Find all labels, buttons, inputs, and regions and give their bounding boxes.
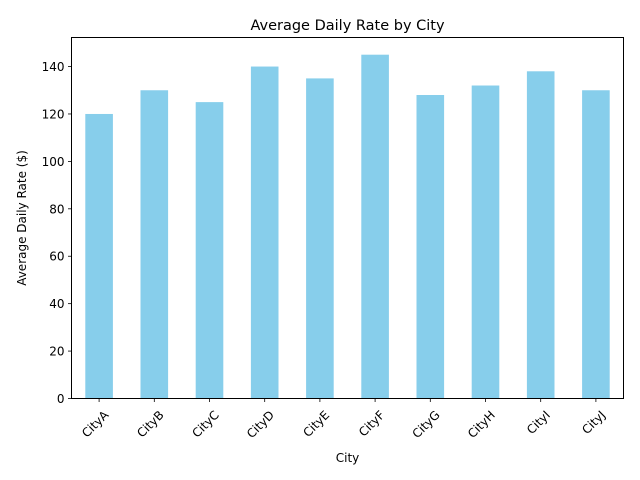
x-tick-label: CityH xyxy=(465,408,498,441)
x-tick-label: CityD xyxy=(244,408,277,441)
y-tick-label: 100 xyxy=(42,155,65,169)
x-tick-label: CityE xyxy=(300,408,332,440)
plot-area: CityA CityB CityC CityD CityE CityF CityG CityH… xyxy=(42,54,610,441)
x-tick-label: CityA xyxy=(79,407,112,440)
bar-CityJ xyxy=(582,90,610,399)
y-tick-label: 40 xyxy=(49,297,64,311)
bar-CityB xyxy=(140,90,169,399)
bar-CityD xyxy=(250,66,279,399)
bar-CityF xyxy=(361,54,389,399)
plot-frame xyxy=(71,37,624,399)
bar-CityI xyxy=(526,71,555,399)
y-tick-label: 0 xyxy=(57,392,65,406)
y-axis-label: Average Daily Rate ($) xyxy=(15,150,29,286)
y-tick-label: 120 xyxy=(42,107,65,121)
x-tick-label: CityJ xyxy=(579,408,608,437)
x-tick-label: CityF xyxy=(356,408,387,439)
chart-title: Average Daily Rate by City xyxy=(250,18,445,34)
y-tick-label: 20 xyxy=(49,345,64,359)
bar-CityH xyxy=(471,85,500,399)
bar-CityC xyxy=(195,102,224,399)
y-tick-label: 140 xyxy=(42,60,65,74)
bar-CityG xyxy=(416,94,445,399)
x-tick-label: CityI xyxy=(524,408,553,437)
y-tick-label: 80 xyxy=(49,202,64,216)
bar-CityE xyxy=(306,78,334,399)
x-tick-label: CityB xyxy=(134,408,166,440)
x-tick-label: CityC xyxy=(189,408,221,440)
y-tick-label: 60 xyxy=(49,250,64,264)
x-tick-label: CityG xyxy=(410,408,443,441)
bar-CityA xyxy=(85,113,113,399)
x-axis-label: City xyxy=(336,451,360,465)
